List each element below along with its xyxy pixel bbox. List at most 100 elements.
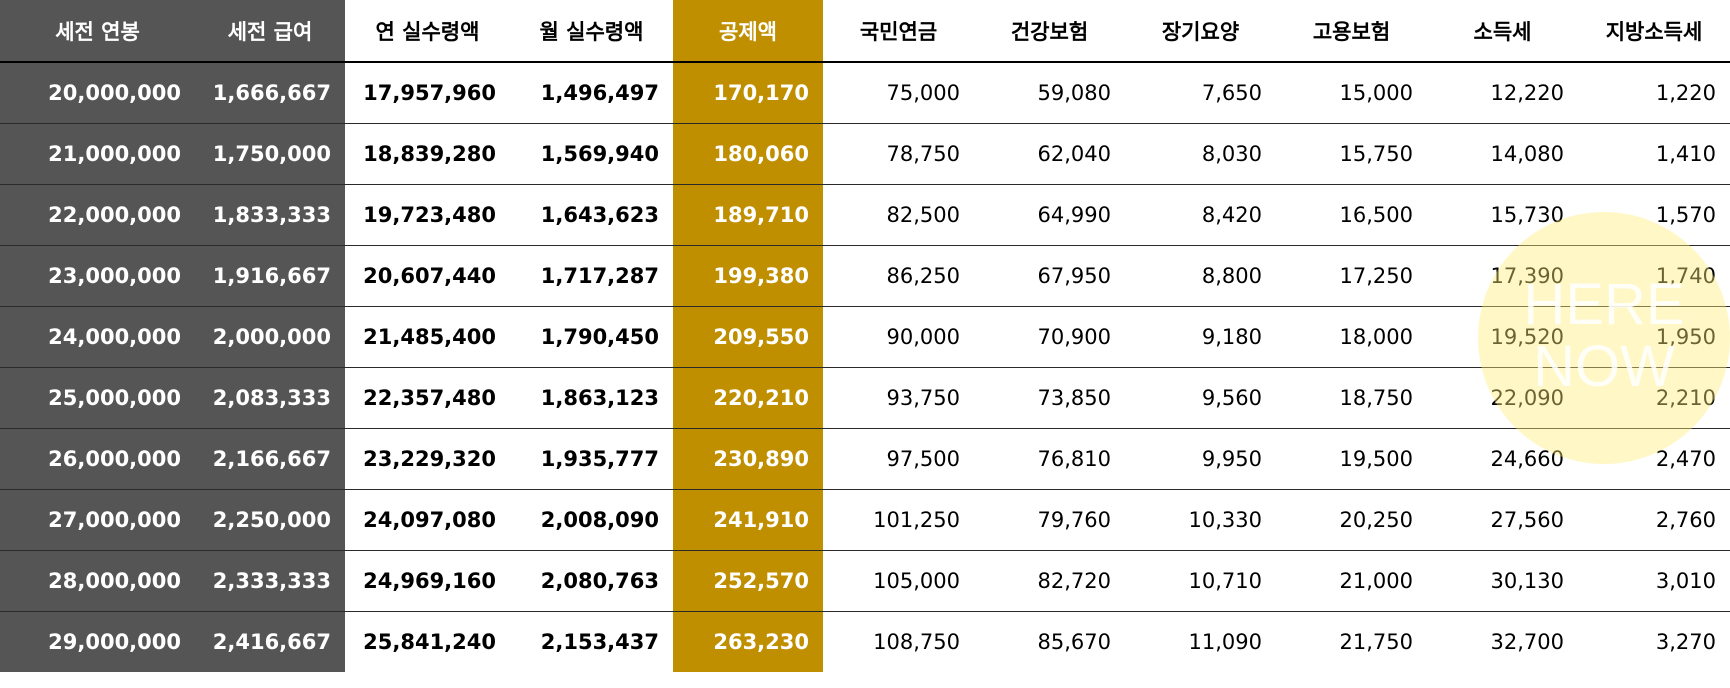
cell-health-insurance: 73,850	[974, 366, 1125, 428]
cell-deduction: 180,060	[673, 122, 823, 184]
cell-long-term-care: 11,090	[1125, 610, 1276, 672]
cell-deduction: 241,910	[673, 488, 823, 550]
cell-gross-annual: 23,000,000	[0, 244, 195, 306]
cell-employment-insurance: 19,500	[1276, 427, 1427, 489]
cell-income-tax: 24,660	[1427, 427, 1578, 489]
cell-local-income-tax: 2,470	[1578, 427, 1730, 489]
cell-deduction: 220,210	[673, 366, 823, 428]
table-row: 28,000,000 2,333,333 24,969,160 2,080,763 25…	[0, 549, 1730, 611]
cell-gross-monthly: 1,666,667	[195, 62, 345, 123]
cell-long-term-care: 9,560	[1125, 366, 1276, 428]
table-row: 23,000,000 1,916,667 20,607,440 1,717,287 19…	[0, 244, 1730, 306]
cell-long-term-care: 8,800	[1125, 244, 1276, 306]
cell-deduction: 199,380	[673, 244, 823, 306]
column-header-gross-monthly: 세전 급여	[195, 0, 345, 63]
cell-national-pension: 101,250	[823, 488, 974, 550]
cell-long-term-care: 10,330	[1125, 488, 1276, 550]
column-header-local-income-tax: 지방소득세	[1578, 0, 1730, 63]
cell-income-tax: 17,390	[1427, 244, 1578, 306]
cell-deduction: 189,710	[673, 183, 823, 245]
column-header-national-pension: 국민연금	[823, 0, 974, 63]
cell-employment-insurance: 21,750	[1276, 610, 1427, 672]
cell-health-insurance: 64,990	[974, 183, 1125, 245]
cell-net-monthly: 1,496,497	[540, 80, 659, 105]
cell-employment-insurance: 20,250	[1276, 488, 1427, 550]
cell-employment-insurance: 17,250	[1276, 244, 1427, 306]
cell-national-pension: 75,000	[886, 80, 960, 105]
cell-local-income-tax: 2,760	[1578, 488, 1730, 550]
table-row: 26,000,000 2,166,667 23,229,320 1,935,777 23…	[0, 427, 1730, 489]
cell-net-annual: 24,969,160	[345, 549, 510, 611]
cell-net-annual: 22,357,480	[345, 366, 510, 428]
cell-health-insurance: 67,950	[974, 244, 1125, 306]
cell-gross-annual: 24,000,000	[0, 305, 195, 367]
cell-national-pension: 93,750	[823, 366, 974, 428]
cell-net-annual: 17,957,960	[363, 80, 496, 105]
cell-long-term-care: 8,420	[1125, 183, 1276, 245]
cell-net-monthly: 1,717,287	[510, 244, 673, 306]
cell-income-tax: 14,080	[1427, 122, 1578, 184]
cell-gross-monthly: 1,833,333	[195, 183, 345, 245]
cell-net-monthly: 2,008,090	[510, 488, 673, 550]
cell-gross-monthly: 1,750,000	[195, 122, 345, 184]
table-row: 21,000,000 1,750,000 18,839,280 1,569,940 18…	[0, 122, 1730, 184]
column-header-net-monthly: 월 실수령액	[510, 0, 673, 63]
cell-deduction: 230,890	[673, 427, 823, 489]
column-header-health-insurance: 건강보험	[974, 0, 1125, 63]
cell-long-term-care: 7,650	[1201, 80, 1262, 105]
table-header: 세전 연봉 세전 급여 연 실수령액 월 실수령액 공제액 국민연금 건강보험 장기요양 고용보…	[0, 0, 1730, 63]
cell-long-term-care: 9,950	[1125, 427, 1276, 489]
table-row: 27,000,000 2,250,000 24,097,080 2,008,090 24…	[0, 488, 1730, 550]
salary-table-container: 세전 연봉 세전 급여 연 실수령액 월 실수령액 공제액 국민연금 건강보험 장기요양 고용보…	[0, 0, 1730, 672]
cell-gross-monthly: 1,916,667	[195, 244, 345, 306]
table-row: 24,000,000 2,000,000 21,485,400 1,790,450 20…	[0, 305, 1730, 367]
column-header-long-term-care: 장기요양	[1125, 0, 1276, 63]
cell-gross-monthly: 2,416,667	[195, 610, 345, 672]
cell-net-annual: 24,097,080	[345, 488, 510, 550]
cell-gross-monthly: 2,083,333	[195, 366, 345, 428]
cell-local-income-tax: 1,950	[1578, 305, 1730, 367]
cell-deduction: 209,550	[673, 305, 823, 367]
salary-table: 세전 연봉 세전 급여 연 실수령액 월 실수령액 공제액 국민연금 건강보험 장기요양 고용보…	[0, 0, 1730, 672]
cell-income-tax: 32,700	[1427, 610, 1578, 672]
cell-income-tax: 15,730	[1427, 183, 1578, 245]
cell-income-tax: 22,090	[1427, 366, 1578, 428]
cell-gross-annual: 28,000,000	[0, 549, 195, 611]
cell-net-annual: 23,229,320	[345, 427, 510, 489]
cell-net-monthly: 1,935,777	[510, 427, 673, 489]
cell-gross-monthly: 2,000,000	[195, 305, 345, 367]
cell-gross-annual: 20,000,000	[0, 62, 195, 123]
cell-employment-insurance: 21,000	[1276, 549, 1427, 611]
cell-net-monthly: 1,863,123	[510, 366, 673, 428]
cell-health-insurance: 62,040	[974, 122, 1125, 184]
cell-local-income-tax: 3,270	[1578, 610, 1730, 672]
cell-deduction: 170,170	[673, 62, 823, 123]
cell-long-term-care: 8,030	[1125, 122, 1276, 184]
cell-net-monthly: 1,643,623	[510, 183, 673, 245]
cell-gross-annual: 29,000,000	[0, 610, 195, 672]
column-header-gross-annual: 세전 연봉	[0, 0, 195, 63]
cell-local-income-tax: 1,740	[1578, 244, 1730, 306]
cell-net-monthly: 2,080,763	[510, 549, 673, 611]
cell-health-insurance: 82,720	[974, 549, 1125, 611]
cell-deduction: 252,570	[673, 549, 823, 611]
cell-national-pension: 78,750	[823, 122, 974, 184]
cell-local-income-tax: 1,410	[1578, 122, 1730, 184]
cell-income-tax: 27,560	[1427, 488, 1578, 550]
header-row: 세전 연봉 세전 급여 연 실수령액 월 실수령액 공제액 국민연금 건강보험 장기요양 고용보…	[0, 0, 1730, 63]
cell-gross-monthly: 2,333,333	[195, 549, 345, 611]
cell-national-pension: 86,250	[823, 244, 974, 306]
cell-employment-insurance: 18,000	[1276, 305, 1427, 367]
cell-long-term-care: 10,710	[1125, 549, 1276, 611]
cell-health-insurance: 79,760	[974, 488, 1125, 550]
cell-health-insurance: 59,080	[1037, 80, 1111, 105]
cell-net-annual: 18,839,280	[345, 122, 510, 184]
table-row: 22,000,000 1,833,333 19,723,480 1,643,623 18…	[0, 183, 1730, 245]
cell-deduction: 263,230	[673, 610, 823, 672]
cell-national-pension: 105,000	[823, 549, 974, 611]
table-body: 20,000,000 1,666,667 17,957,960 1,496,497 17…	[0, 62, 1730, 672]
cell-net-monthly: 2,153,437	[510, 610, 673, 672]
cell-net-annual: 19,723,480	[345, 183, 510, 245]
cell-health-insurance: 70,900	[974, 305, 1125, 367]
cell-net-annual: 20,607,440	[345, 244, 510, 306]
